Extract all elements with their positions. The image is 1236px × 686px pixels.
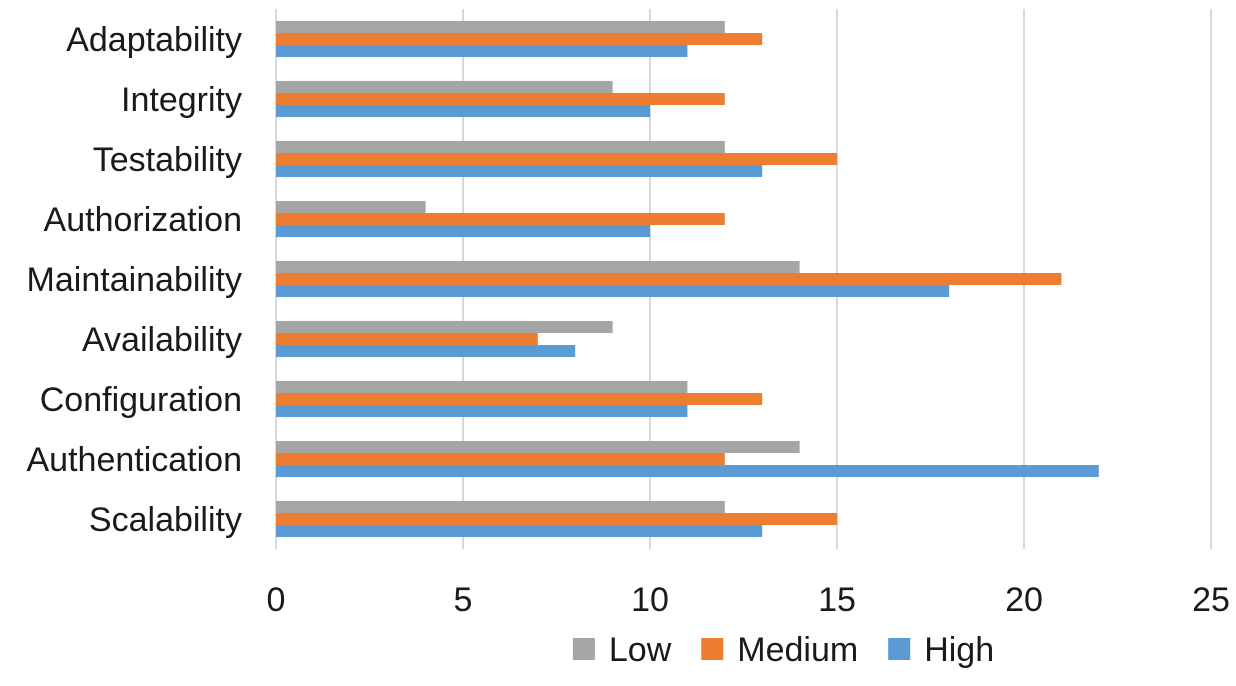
x-axis-tick-labels: 0 5 10 15 20 25 <box>267 581 1230 619</box>
x-tick-label-20: 20 <box>1005 581 1043 619</box>
bar-testability-low <box>276 141 725 153</box>
x-tick-label-15: 15 <box>818 581 856 619</box>
category-labels: Adaptability Integrity Testability Authoriz… <box>27 21 243 539</box>
bar-availability-medium <box>276 333 538 345</box>
category-label-integrity: Integrity <box>121 81 242 119</box>
bar-availability-low <box>276 321 613 333</box>
bar-adaptability-medium <box>276 33 763 45</box>
category-label-authorization: Authorization <box>44 201 242 239</box>
bar-integrity-low <box>276 81 613 93</box>
bar-scalability-medium <box>276 513 837 525</box>
legend-label-medium: Medium <box>737 631 858 669</box>
x-tick-label-25: 25 <box>1192 581 1230 619</box>
bar-authentication-low <box>276 441 800 453</box>
bar-adaptability-low <box>276 21 725 33</box>
bar-integrity-medium <box>276 93 725 105</box>
bar-maintainability-medium <box>276 273 1062 285</box>
bar-maintainability-high <box>276 285 950 297</box>
legend: Low Medium High <box>572 631 994 669</box>
bar-testability-high <box>276 165 763 177</box>
legend-swatch-medium <box>701 638 724 660</box>
bar-integrity-high <box>276 105 650 117</box>
bar-authentication-high <box>276 465 1099 477</box>
bar-authorization-low <box>276 201 426 213</box>
x-tick-label-5: 5 <box>454 581 473 619</box>
category-label-adaptability: Adaptability <box>66 21 242 59</box>
category-label-testability: Testability <box>93 141 242 179</box>
bar-scalability-low <box>276 501 725 513</box>
category-label-maintainability: Maintainability <box>27 261 242 299</box>
bar-maintainability-low <box>276 261 800 273</box>
x-tick-label-10: 10 <box>631 581 669 619</box>
bar-configuration-medium <box>276 393 763 405</box>
bars <box>276 21 1099 537</box>
category-label-scalability: Scalability <box>89 501 242 539</box>
bar-authorization-medium <box>276 213 725 225</box>
x-tick-label-0: 0 <box>267 581 286 619</box>
bar-authentication-medium <box>276 453 725 465</box>
bar-adaptability-high <box>276 45 688 57</box>
bar-configuration-high <box>276 405 688 417</box>
bar-scalability-high <box>276 525 763 537</box>
bar-configuration-low <box>276 381 688 393</box>
legend-swatch-low <box>572 638 595 660</box>
bar-availability-high <box>276 345 576 357</box>
legend-swatch-high <box>888 638 911 660</box>
bar-authorization-high <box>276 225 650 237</box>
bar-testability-medium <box>276 153 837 165</box>
category-label-authentication: Authentication <box>27 441 243 479</box>
legend-label-low: Low <box>609 631 672 669</box>
category-label-availability: Availability <box>82 321 242 359</box>
category-label-configuration: Configuration <box>40 381 242 419</box>
legend-label-high: High <box>924 631 994 669</box>
